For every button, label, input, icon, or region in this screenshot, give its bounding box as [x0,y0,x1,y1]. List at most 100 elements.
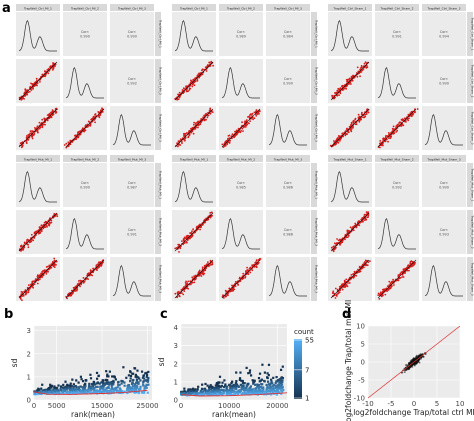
hexbin [104,389,107,392]
scatter-point [352,225,355,228]
hexbin [145,371,148,375]
hexbin [278,381,281,384]
corr-label: Corr: [393,30,401,34]
scatter-point [196,79,199,82]
density-curve [112,265,151,297]
scatter-point [244,276,247,278]
hexbin [82,388,85,391]
scatter-point [83,280,86,283]
scatter-point [358,224,361,227]
corr-value: 0.990 [439,82,449,86]
scatter-point [191,85,194,88]
scatter-point [354,118,357,121]
hexbin [145,383,148,386]
matrix-cell [63,163,107,207]
scatter-point [255,114,258,117]
hexbin [218,381,221,384]
scatter-point [32,286,34,289]
scatter-cloud [400,352,427,374]
scatter-point [378,293,381,296]
hexbin [144,379,147,382]
matrix-cell [375,210,419,254]
hexbin [265,387,268,390]
scatter-point [75,136,78,139]
hexbin [198,394,201,397]
scatter-point [406,118,409,121]
hexbin [222,385,225,389]
hexbin [281,379,284,382]
hexbin [209,392,212,395]
y-tick-label: 3 [27,327,31,335]
hexbin [126,391,129,395]
scatter-point [186,241,188,244]
hexbin [69,391,72,394]
y-tick-label: 2 [27,350,31,358]
scatter-point [251,269,254,272]
hexbin [235,371,238,374]
scatter-point [201,266,204,269]
hexbin [217,387,220,391]
hexbin [111,390,114,393]
hexbin [254,392,258,395]
hexbin [89,377,93,380]
fit-line [330,259,370,299]
scatter-point [92,267,95,270]
hexbin [252,382,255,385]
scatter-point [224,289,227,292]
scatter-point [350,79,353,82]
strip-top [266,155,310,162]
hexbin [101,386,105,390]
corr-label: Corr: [440,181,448,185]
strip-top [375,155,419,162]
corr-label: Corr: [284,181,292,185]
scatter-point [209,112,212,115]
scatter-point [19,297,22,299]
hexbin [139,385,142,388]
hexbin [91,391,94,394]
y-axis-label: log2foldchange Trap/total mut MI [344,300,353,421]
scatter-point [343,279,346,282]
scatter-point [65,146,68,149]
scatter-point [396,124,398,127]
hexbin [281,386,284,389]
hexbin [273,387,276,390]
hexbin [87,387,90,390]
strip-label: TrapWell_Mut_MI_3 [273,157,302,161]
scatter-point [189,237,191,240]
scatter-point [52,113,55,115]
scatter-point [92,116,95,119]
hexbin [142,390,146,394]
scatter-point [50,116,53,119]
scatter-point [225,295,228,298]
scatter-point [399,273,402,276]
scatter-point [226,294,229,297]
hexbin [142,374,145,377]
scatter-point [88,124,91,127]
hexbin [50,392,53,395]
scatter-point [200,275,203,277]
hexbin [219,386,222,389]
scatter-point [34,278,37,280]
scatter-point [229,139,232,142]
scatter-point [403,371,406,373]
hexbin [231,388,234,391]
hexbin [260,378,264,381]
hexbin [83,382,87,385]
matrix-cell [266,163,310,207]
scatter-point [396,129,399,132]
hexbin [125,376,128,379]
hexbin [47,387,50,391]
hexbin [187,388,190,391]
hexbin [218,389,221,392]
scatter-point [367,111,369,113]
hexbin [137,391,141,395]
scatter-point [420,356,423,359]
hexbin [259,379,262,382]
hexbin [241,379,244,383]
correlation-matrices: TrapWell_Ctrl_MI_1 TrapWell_Ctrl_MI_2 Trap… [16,4,474,301]
legend-tick-label: 7 [305,366,309,374]
matrix-cell [110,210,154,254]
scatter-point [395,131,397,133]
scatter-point [366,66,369,69]
scatter-point [393,284,395,286]
